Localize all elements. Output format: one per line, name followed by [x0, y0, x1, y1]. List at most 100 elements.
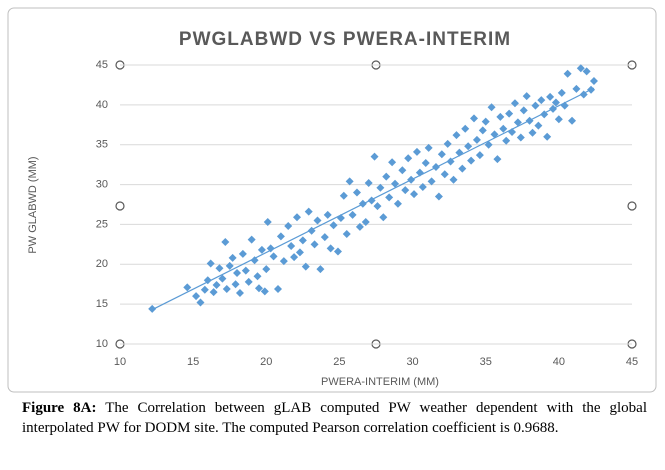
point — [339, 191, 348, 200]
point — [276, 232, 285, 241]
point — [401, 186, 410, 195]
point — [398, 166, 407, 175]
point — [496, 112, 505, 121]
x-tick-label: 30 — [406, 356, 418, 368]
y-tick-label: 45 — [96, 59, 108, 71]
point — [464, 142, 473, 151]
point — [546, 92, 555, 101]
point — [376, 183, 385, 192]
x-tick-label: 20 — [260, 356, 272, 368]
point — [348, 210, 357, 219]
point — [313, 216, 322, 225]
point — [478, 126, 487, 135]
point — [499, 124, 508, 133]
x-tick-label: 25 — [333, 356, 345, 368]
point — [424, 143, 433, 152]
point — [516, 133, 525, 142]
point — [513, 118, 522, 127]
point — [287, 241, 296, 250]
point — [582, 67, 591, 76]
point — [373, 202, 382, 211]
point — [247, 235, 256, 244]
point — [206, 259, 215, 268]
point — [554, 115, 563, 124]
point — [493, 155, 502, 164]
point — [355, 222, 364, 231]
y-tick-label: 25 — [96, 218, 108, 230]
point — [212, 281, 221, 290]
point — [449, 175, 458, 184]
point — [329, 221, 338, 230]
point — [576, 64, 585, 73]
point — [470, 114, 479, 123]
point — [427, 177, 436, 186]
point — [510, 99, 519, 108]
point — [364, 178, 373, 187]
chart-title: PWGLABWD VS PWERA-INTERIM — [179, 29, 511, 50]
y-tick-label: 10 — [96, 338, 108, 350]
point — [215, 264, 224, 273]
point — [458, 164, 467, 173]
point — [475, 151, 484, 160]
point — [528, 128, 537, 137]
point — [241, 266, 250, 275]
point — [196, 298, 205, 307]
point — [273, 284, 282, 293]
point — [253, 272, 262, 281]
point — [440, 170, 449, 179]
point — [443, 139, 452, 148]
point — [244, 277, 253, 286]
point — [505, 109, 514, 118]
point — [418, 182, 427, 191]
point — [352, 188, 361, 197]
point — [410, 190, 419, 199]
point — [412, 147, 421, 156]
point — [262, 265, 271, 274]
point — [231, 280, 240, 289]
y-tick-label: 30 — [96, 178, 108, 190]
point — [404, 154, 413, 163]
point — [263, 218, 272, 227]
point — [235, 288, 244, 297]
point — [295, 248, 304, 257]
point — [345, 177, 354, 186]
chart: PWGLABWD VS PWERA-INTERIM PWERA-INTERIM … — [7, 7, 657, 393]
point — [183, 283, 192, 292]
point — [484, 140, 493, 149]
point — [279, 257, 288, 266]
caption-label: Figure 8A: — [22, 400, 97, 416]
point — [323, 210, 332, 219]
point — [472, 135, 481, 144]
point — [293, 213, 302, 222]
point — [437, 150, 446, 159]
point — [238, 249, 247, 258]
point — [531, 101, 540, 110]
y-axis-label: PW GLABWD (MM) — [27, 156, 39, 253]
point — [522, 92, 531, 101]
point — [388, 158, 397, 167]
point — [537, 96, 546, 105]
point — [269, 252, 278, 261]
point — [260, 287, 269, 296]
point — [301, 262, 310, 271]
y-tick-label: 40 — [96, 99, 108, 111]
point — [551, 98, 560, 107]
point — [502, 136, 511, 145]
point — [391, 179, 400, 188]
point — [257, 245, 266, 254]
x-tick-label: 15 — [187, 356, 199, 368]
point — [543, 132, 552, 141]
y-tick-label: 20 — [96, 258, 108, 270]
point — [342, 229, 351, 238]
trendline — [151, 87, 595, 311]
point — [452, 131, 461, 140]
point — [487, 103, 496, 112]
point — [434, 192, 443, 201]
point — [370, 152, 379, 161]
y-tick-label: 15 — [96, 298, 108, 310]
x-tick-label: 10 — [114, 356, 126, 368]
point — [421, 159, 430, 168]
y-tick-label: 35 — [96, 139, 108, 151]
x-tick-label: 45 — [626, 356, 638, 368]
